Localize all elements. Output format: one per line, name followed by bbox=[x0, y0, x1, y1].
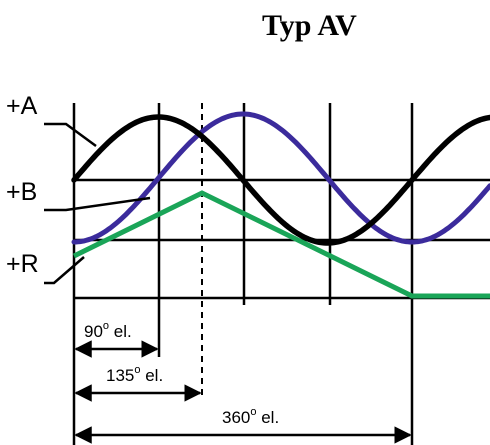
diagram-title: Typ AV bbox=[262, 9, 357, 42]
signal-b-waveform bbox=[71, 111, 490, 245]
leader-b bbox=[44, 196, 151, 212]
dimension-arrows bbox=[74, 340, 412, 444]
dim-label-90: 90o el. bbox=[84, 320, 132, 341]
signal-r-waveform bbox=[72, 190, 490, 299]
vertical-grid bbox=[72, 103, 414, 445]
leader-r bbox=[44, 256, 85, 285]
dim-label-135: 135o el. bbox=[106, 364, 163, 385]
signal-b-label: +B bbox=[6, 178, 37, 206]
dim-label-360: 360o el. bbox=[222, 406, 279, 427]
signal-a-label: +A bbox=[6, 92, 38, 120]
leader-a bbox=[44, 122, 97, 148]
signal-r-label: +R bbox=[6, 250, 39, 278]
signal-a-waveform bbox=[71, 114, 490, 246]
label-leaders bbox=[44, 122, 151, 285]
